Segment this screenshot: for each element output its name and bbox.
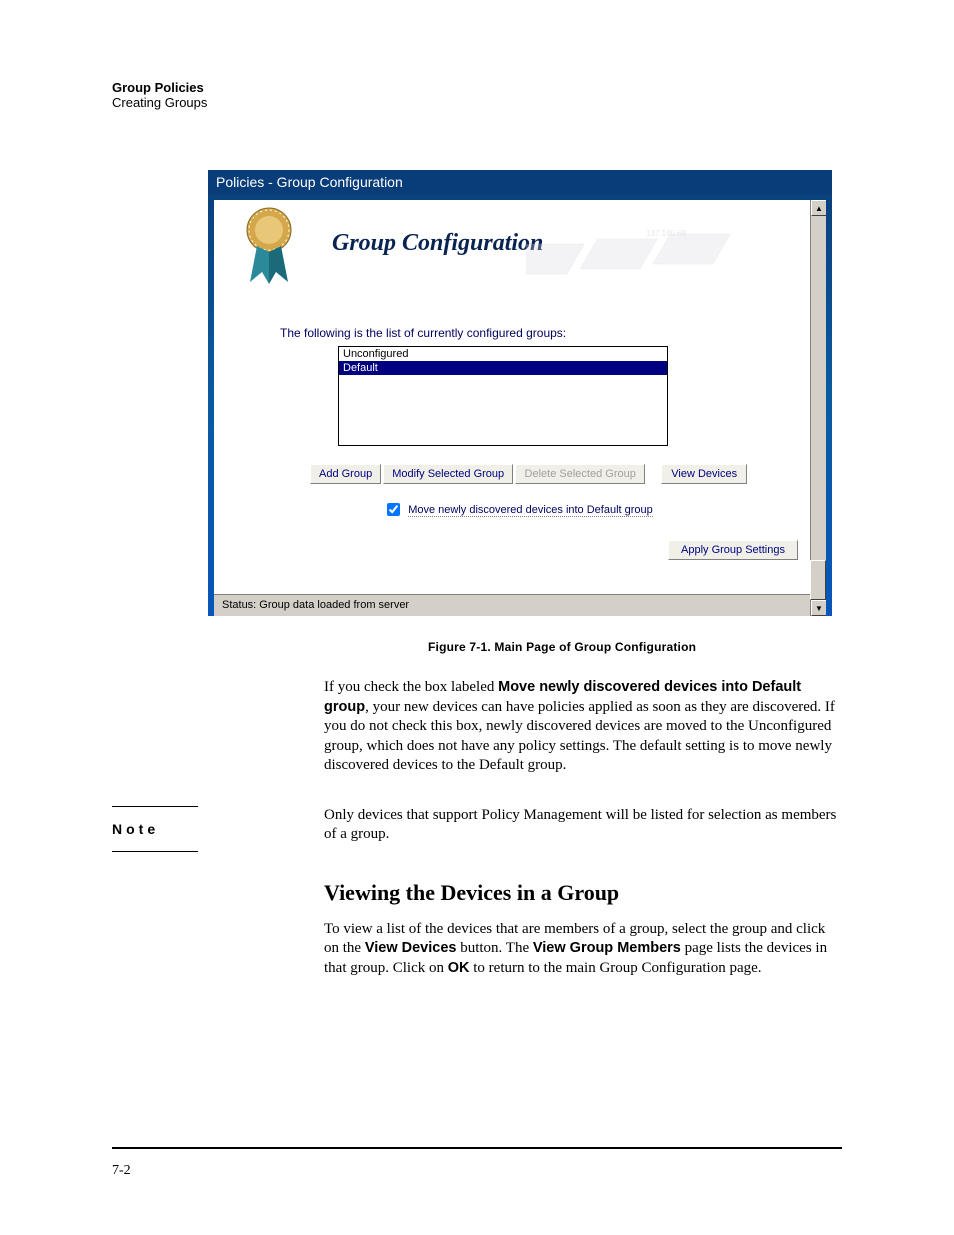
section-heading: Viewing the Devices in a Group xyxy=(324,880,842,906)
scroll-down-icon[interactable]: ▼ xyxy=(811,600,826,616)
screenshot-window: Policies - Group Configuration Group Con… xyxy=(208,170,832,616)
page-header: Group Policies Creating Groups xyxy=(112,80,842,110)
list-item-unconfigured[interactable]: Unconfigured xyxy=(339,347,667,361)
banner-decoration: 137.140.68 xyxy=(526,224,786,280)
view-devices-button[interactable]: View Devices xyxy=(661,464,747,484)
add-group-button[interactable]: Add Group xyxy=(310,464,381,484)
scrollbar[interactable]: ▲ ▼ xyxy=(810,200,826,616)
status-bar: Status: Group data loaded from server xyxy=(214,594,810,616)
svg-text:137.140.68: 137.140.68 xyxy=(646,229,687,238)
scroll-thumb[interactable] xyxy=(810,560,826,600)
para1-pre: If you check the box labeled xyxy=(324,679,498,695)
p2-b3: OK xyxy=(448,960,470,976)
window-titlebar: Policies - Group Configuration xyxy=(208,170,832,194)
banner-title: Group Configuration xyxy=(332,230,543,257)
intro-text: The following is the list of currently c… xyxy=(214,296,826,346)
groups-listbox[interactable]: Unconfigured Default xyxy=(338,346,668,446)
figure-caption: Figure 7-1. Main Page of Group Configura… xyxy=(428,640,842,654)
ribbon-icon xyxy=(242,206,296,288)
delete-group-button[interactable]: Delete Selected Group xyxy=(515,464,645,484)
p2-b2: View Group Members xyxy=(533,940,681,956)
checkbox-label[interactable]: Move newly discovered devices into Defau… xyxy=(408,504,653,517)
default-group-checkbox[interactable] xyxy=(387,503,400,516)
scroll-up-icon[interactable]: ▲ xyxy=(811,200,826,216)
modify-group-button[interactable]: Modify Selected Group xyxy=(383,464,513,484)
list-item-default[interactable]: Default xyxy=(339,361,667,375)
header-subtitle: Creating Groups xyxy=(112,95,842,110)
p2-s4: to return to the main Group Configuratio… xyxy=(470,960,762,976)
page-number: 7-2 xyxy=(112,1163,131,1179)
note-block: Note Only devices that support Policy Ma… xyxy=(112,806,842,852)
button-row: Add Group Modify Selected Group Delete S… xyxy=(214,446,826,484)
paragraph-2: To view a list of the devices that are m… xyxy=(324,920,842,979)
window-body: Group Configuration 137.140.68 The follo… xyxy=(214,200,826,616)
banner: Group Configuration 137.140.68 xyxy=(214,200,826,296)
p2-s2: button. The xyxy=(456,940,532,956)
header-title: Group Policies xyxy=(112,80,842,95)
para1-post: , your new devices can have policies app… xyxy=(324,699,835,774)
p2-b1: View Devices xyxy=(365,940,457,956)
paragraph-1: If you check the box labeled Move newly … xyxy=(324,678,842,776)
note-text: Only devices that support Policy Managem… xyxy=(324,806,842,852)
checkbox-row: Move newly discovered devices into Defau… xyxy=(214,484,826,518)
note-label: Note xyxy=(112,806,198,852)
apply-settings-button[interactable]: Apply Group Settings xyxy=(668,540,798,560)
footer-rule xyxy=(112,1147,842,1150)
